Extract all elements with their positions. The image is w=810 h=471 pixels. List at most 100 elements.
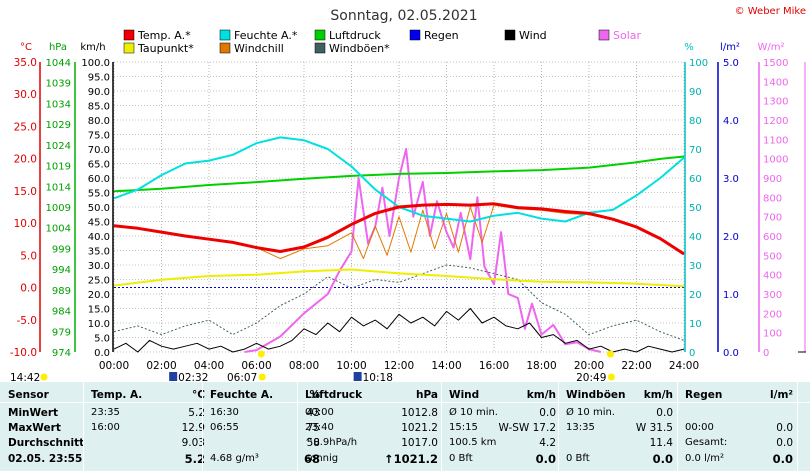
stats-cell-label: ^0.9hPa/h: [305, 437, 358, 448]
temp-tick-label: -10.0: [10, 347, 37, 359]
solar-tick-label: 0: [763, 348, 769, 359]
solar-tick-label: 800: [763, 193, 782, 204]
wind-tick-label: 70.0: [88, 145, 110, 156]
solar-tick-label: 1500: [763, 58, 788, 69]
stats-cell-label: 23:40: [305, 422, 334, 433]
rain-tick-label: 3.0: [723, 174, 739, 185]
wind-tick-label: 45.0: [88, 218, 110, 229]
rain-tick-label: 0.0: [723, 348, 739, 359]
hum-tick-label: 70: [689, 145, 702, 156]
stats-cell-label: Gesamt:: [685, 437, 728, 448]
press-tick-label: 994: [52, 265, 71, 276]
stats-cell-label: sonnig: [305, 453, 339, 464]
sunrise-marker-icon: [257, 350, 265, 358]
stats-cell-value: ↑1021.2: [383, 452, 438, 466]
stats-row-label: Durchschnitt: [8, 437, 85, 449]
temp-tick-label: 0.0: [20, 283, 37, 295]
stats-unit-wind: km/h: [526, 389, 556, 401]
moonrise-time: 10:18: [363, 372, 393, 382]
wind-tick-label: 55.0: [88, 189, 110, 200]
x-tick-label: 14:00: [431, 360, 461, 372]
stats-cell-label: Ø 10 min.: [449, 407, 498, 418]
stats-cell-value: 12.9: [181, 422, 205, 434]
wind-tick-label: 75.0: [88, 131, 110, 142]
stats-cell-value: 0.0: [656, 407, 673, 419]
wind-tick-label: 0.0: [94, 348, 110, 359]
x-tick-label: 06:00: [241, 360, 271, 372]
stats-column-separator: [797, 382, 798, 471]
solar-tick-label: 900: [763, 174, 782, 185]
stats-cell-label: 13:35: [566, 422, 595, 433]
legend-swatch: [504, 29, 516, 41]
sunrise-icon: [258, 373, 266, 381]
temp-tick-label: 5.0: [20, 250, 37, 262]
stats-header-regen: Regen: [685, 389, 723, 401]
temp-tick-label: 15.0: [14, 186, 37, 198]
series-line-taupunkt: [113, 268, 685, 288]
hum-tick-label: 50: [689, 203, 702, 214]
stats-cell-value: 11.4: [649, 437, 673, 449]
x-tick-label: 16:00: [479, 360, 509, 372]
stats-cell-label: 0 Bft: [566, 453, 590, 464]
stats-cell-value: 1021.2: [401, 422, 438, 434]
grid: [113, 61, 685, 353]
hum-tick-label: 20: [689, 290, 702, 301]
sunrise-time: 06:07: [227, 372, 257, 382]
hum-tick-label: 60: [689, 174, 702, 185]
stats-cell-value: 0.0: [772, 452, 793, 466]
credit-text: © Weber Mike: [735, 6, 806, 17]
temp-tick-label: 25.0: [14, 121, 37, 133]
stats-column-separator: [202, 382, 203, 471]
press-tick-label: 1004: [46, 224, 71, 235]
stats-cell-label: 00:00: [685, 422, 714, 433]
series-layer: [113, 136, 685, 353]
solar-axis-unit: W/m²: [757, 42, 784, 53]
rain-tick-label: 4.0: [723, 116, 739, 127]
x-tick-label: 00:00: [99, 360, 129, 372]
legend-label: Feuchte A.*: [234, 29, 298, 42]
legend-label: Luftdruck: [329, 29, 381, 42]
legend-label: Windböen*: [329, 42, 390, 55]
temp-tick-label: -5.0: [17, 315, 38, 327]
stats-cell-label: Ø 10 min.: [566, 407, 615, 418]
stats-cell-value: 1012.8: [401, 407, 438, 419]
legend-swatch: [598, 29, 610, 41]
axes: 35.0 30.0 25.0 20.0 15.0 10.0 5.0 0.0 -5.0 -10.0 1…: [10, 57, 789, 359]
x-tick-label: 10:00: [336, 360, 366, 372]
hum-tick-label: 100: [689, 58, 708, 69]
sun-icon: [40, 373, 48, 381]
wind-tick-label: 90.0: [88, 87, 110, 98]
stats-cell-value: 0.0: [776, 422, 793, 434]
stats-column-separator: [83, 382, 84, 471]
stats-header-wind: Wind: [449, 389, 480, 401]
legend-swatch: [314, 29, 326, 41]
stats-cell-value: 5.2: [184, 452, 205, 466]
stats-unit-druck: hPa: [416, 389, 438, 401]
press-tick-label: 1044: [46, 58, 71, 69]
x-tick-label: 20:00: [574, 360, 604, 372]
solar-tick-label: 1300: [763, 97, 788, 108]
wind-tick-label: 25.0: [88, 276, 110, 287]
stats-unit-boeen: km/h: [643, 389, 673, 401]
temp-tick-label: 30.0: [14, 89, 37, 101]
press-tick-label: 974: [52, 348, 71, 359]
press-tick-label: 1019: [46, 162, 71, 173]
legend-swatch: [219, 42, 231, 54]
legend-label: Regen: [424, 29, 459, 42]
series-line-luftdruck: [113, 155, 685, 193]
legend: Temp. A.* Feuchte A.* Luftdruck Regen Wind So…: [123, 29, 642, 55]
legend-swatch: [219, 29, 231, 41]
stats-cell-value: W 31.5: [635, 422, 673, 434]
x-tick-label: 02:00: [146, 360, 176, 372]
stats-column-separator: [297, 382, 298, 471]
press-tick-label: 1014: [46, 182, 71, 193]
sunset-icon: [607, 373, 615, 381]
stats-column-separator: [558, 382, 559, 471]
temp-axis-unit: °C: [20, 42, 32, 53]
hum-tick-label: 90: [689, 87, 702, 98]
stats-column-separator: [677, 382, 678, 471]
solar-tick-label: 1400: [763, 77, 788, 88]
sunset-marker-icon: [606, 350, 614, 358]
wind-tick-label: 40.0: [88, 232, 110, 243]
legend-swatch: [123, 29, 135, 41]
